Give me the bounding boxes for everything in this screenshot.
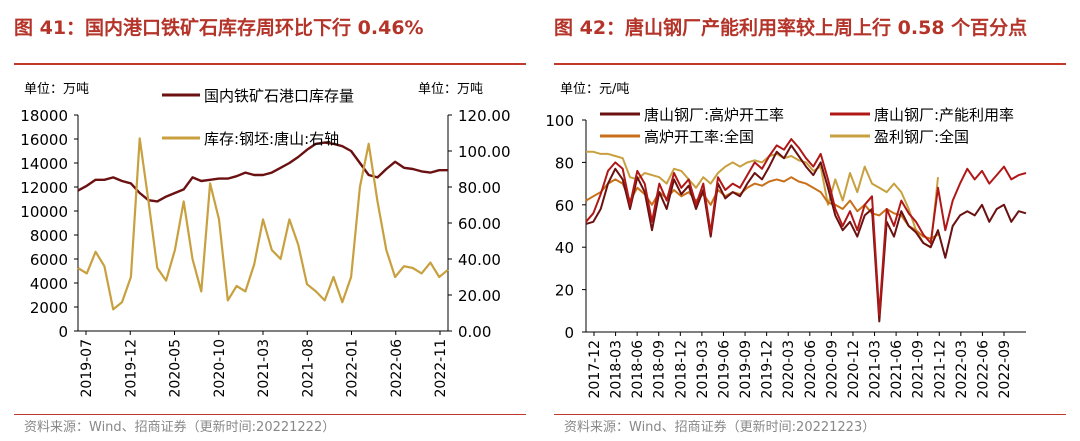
legend-label: 国内铁矿石港口库存量 bbox=[204, 87, 354, 105]
x-tick-label: 2022-03 bbox=[954, 340, 970, 399]
chart-panel-right: 图 42：唐山钢厂产能利用率较上周上行 0.58 个百分点 单位：元/吨 0 20… bbox=[540, 0, 1080, 441]
ytick-label: 100 bbox=[545, 112, 574, 130]
ytick-label: 0 bbox=[564, 324, 574, 342]
x-tick-label: 2021-08 bbox=[300, 339, 316, 398]
right-ytick-label: 40.00 bbox=[458, 251, 501, 269]
x-tick-label: 2021-09 bbox=[911, 340, 927, 399]
left-ytick-label: 8000 bbox=[30, 227, 68, 245]
ytick-label: 60 bbox=[555, 197, 574, 215]
x-tick-label: 2022-11 bbox=[433, 339, 449, 398]
legend-label: 唐山钢厂:产能利用率 bbox=[874, 106, 1014, 124]
x-tick-label: 2020-05 bbox=[168, 339, 184, 398]
x-tick-label: 2021-03 bbox=[868, 340, 884, 399]
x-tick-label: 2018-09 bbox=[652, 340, 668, 399]
x-tick-label: 2019-03 bbox=[695, 340, 711, 399]
left-ytick-label: 18000 bbox=[20, 107, 68, 125]
x-tick-label: 2020-12 bbox=[846, 340, 862, 399]
left-ytick-label: 0 bbox=[58, 323, 68, 341]
left-title-rule bbox=[14, 63, 526, 65]
x-tick-label: 2022-09 bbox=[997, 340, 1013, 399]
x-tick-label: 2021-12 bbox=[932, 340, 948, 399]
ytick-label: 40 bbox=[555, 239, 574, 257]
x-tick-label: 2019-12 bbox=[123, 339, 139, 398]
series-line-1 bbox=[585, 138, 1027, 316]
right-ytick-label: 100.00 bbox=[458, 143, 511, 161]
right-chart-svg: 0 20 40 60 80 100 2017-12 2018-03 2018-06 2018-09… bbox=[545, 106, 1027, 399]
x-tick-label: 2021-06 bbox=[889, 340, 905, 399]
x-tick-label: 2020-09 bbox=[824, 340, 840, 399]
x-tick-label: 2017-12 bbox=[587, 340, 603, 399]
left-ytick-label: 2000 bbox=[30, 299, 68, 317]
ytick-label: 80 bbox=[555, 154, 574, 172]
left-source: 资料来源：Wind、招商证券（更新时间:20221222） bbox=[24, 420, 336, 435]
left-ytick-label: 14000 bbox=[20, 155, 68, 173]
left-ytick-label: 10000 bbox=[20, 203, 68, 221]
left-ytick-label: 16000 bbox=[20, 131, 68, 149]
legend-label: 库存:钢坯:唐山:右轴 bbox=[204, 130, 339, 148]
series-line-0 bbox=[585, 144, 1027, 323]
left-ytick-label: 4000 bbox=[30, 275, 68, 293]
x-tick-label: 2019-09 bbox=[738, 340, 754, 399]
x-tick-label: 2019-06 bbox=[716, 340, 732, 399]
x-tick-label: 2020-06 bbox=[803, 340, 819, 399]
x-tick-label: 2022-06 bbox=[389, 339, 405, 398]
right-footer-rule bbox=[554, 414, 1066, 415]
left-unit-right: 单位：万吨 bbox=[418, 82, 484, 97]
right-ytick-label: 0.00 bbox=[458, 323, 491, 341]
legend-label: 高炉开工率:全国 bbox=[644, 128, 754, 146]
left-ytick-label: 6000 bbox=[30, 251, 68, 269]
right-ytick-label: 80.00 bbox=[458, 179, 501, 197]
legend-label: 唐山钢厂:高炉开工率 bbox=[644, 106, 784, 124]
series-line-0 bbox=[77, 141, 448, 203]
left-unit-left: 单位：万吨 bbox=[24, 82, 90, 97]
x-tick-label: 2022-06 bbox=[975, 340, 991, 399]
x-tick-label: 2018-12 bbox=[673, 340, 689, 399]
series-line-1 bbox=[77, 137, 449, 311]
series-line-3 bbox=[586, 150, 939, 249]
left-chart-title: 图 41：国内港口铁矿石库存周环比下行 0.46% bbox=[14, 17, 424, 39]
x-tick-label: 2020-10 bbox=[212, 339, 228, 398]
left-ytick-label: 12000 bbox=[20, 179, 68, 197]
right-title-rule bbox=[554, 63, 1066, 65]
right-chart-title: 图 42：唐山钢厂产能利用率较上周上行 0.58 个百分点 bbox=[554, 17, 1028, 39]
x-tick-label: 2022-01 bbox=[345, 339, 361, 398]
right-ytick-label: 60.00 bbox=[458, 215, 501, 233]
right-ytick-label: 20.00 bbox=[458, 287, 501, 305]
x-tick-label: 2019-12 bbox=[760, 340, 776, 399]
ytick-label: 20 bbox=[555, 282, 574, 300]
right-source: 资料来源：Wind、招商证券（更新时间:20221223） bbox=[564, 420, 876, 435]
x-tick-label: 2020-03 bbox=[781, 340, 797, 399]
right-unit: 单位：元/吨 bbox=[560, 82, 630, 97]
x-tick-label: 2019-07 bbox=[79, 339, 95, 398]
legend-label: 盈利钢厂:全国 bbox=[874, 128, 969, 146]
x-tick-label: 2018-03 bbox=[609, 340, 625, 399]
x-tick-label: 2021-03 bbox=[256, 339, 272, 398]
left-footer-rule bbox=[14, 414, 526, 415]
right-ytick-label: 120.00 bbox=[458, 107, 511, 125]
x-tick-label: 2018-06 bbox=[630, 340, 646, 399]
left-chart-svg: 0 2000 4000 6000 8000 10000 12000 14000 16000 180… bbox=[20, 87, 511, 398]
